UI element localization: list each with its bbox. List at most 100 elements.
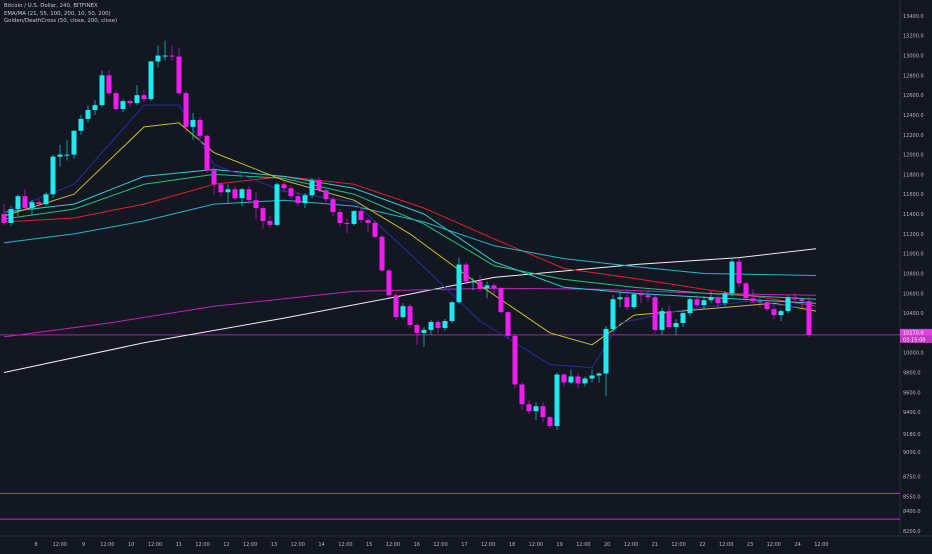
candle-body[interactable] bbox=[666, 311, 672, 327]
candle-body[interactable] bbox=[484, 285, 490, 289]
candle-body[interactable] bbox=[22, 196, 28, 209]
candle-body[interactable] bbox=[540, 406, 546, 418]
candle-body[interactable] bbox=[750, 298, 756, 302]
candle-body[interactable] bbox=[470, 281, 476, 283]
candle-body[interactable] bbox=[36, 202, 42, 205]
candle-body[interactable] bbox=[169, 55, 175, 57]
candle-body[interactable] bbox=[610, 299, 616, 329]
candle-body[interactable] bbox=[71, 130, 77, 155]
candle-body[interactable] bbox=[722, 293, 728, 304]
candle-body[interactable] bbox=[302, 195, 308, 204]
candle-body[interactable] bbox=[99, 75, 105, 106]
candle-body[interactable] bbox=[351, 211, 357, 224]
candle-body[interactable] bbox=[134, 95, 140, 104]
candle-body[interactable] bbox=[267, 220, 273, 225]
candle-body[interactable] bbox=[505, 312, 511, 336]
candle-body[interactable] bbox=[421, 329, 427, 333]
candle-body[interactable] bbox=[288, 188, 294, 197]
candle-body[interactable] bbox=[792, 297, 798, 300]
candle-body[interactable] bbox=[596, 373, 602, 376]
candle-body[interactable] bbox=[323, 190, 329, 200]
candle-body[interactable] bbox=[659, 311, 665, 330]
candle-body[interactable] bbox=[477, 281, 483, 289]
candle-body[interactable] bbox=[197, 119, 203, 136]
candle-body[interactable] bbox=[393, 295, 399, 318]
candle-body[interactable] bbox=[652, 297, 658, 330]
candle-body[interactable] bbox=[757, 301, 763, 303]
candle-body[interactable] bbox=[743, 283, 749, 299]
candle-body[interactable] bbox=[92, 105, 98, 111]
candle-body[interactable] bbox=[701, 300, 707, 306]
candle-body[interactable] bbox=[785, 297, 791, 312]
candle-body[interactable] bbox=[232, 189, 238, 199]
candle-body[interactable] bbox=[407, 306, 413, 325]
candle-body[interactable] bbox=[309, 180, 315, 196]
candle-body[interactable] bbox=[365, 219, 371, 223]
candle-body[interactable] bbox=[218, 184, 224, 193]
candle-body[interactable] bbox=[498, 288, 504, 313]
candle-body[interactable] bbox=[400, 306, 406, 318]
candle-body[interactable] bbox=[729, 261, 735, 294]
candle-body[interactable] bbox=[57, 154, 63, 157]
candle-body[interactable] bbox=[225, 189, 231, 193]
candle-body[interactable] bbox=[547, 417, 553, 427]
current-price-badge[interactable] bbox=[900, 328, 932, 336]
candle-body[interactable] bbox=[428, 322, 434, 330]
candle-body[interactable] bbox=[141, 95, 147, 100]
candle-body[interactable] bbox=[120, 101, 126, 110]
candle-body[interactable] bbox=[778, 311, 784, 316]
candle-body[interactable] bbox=[589, 375, 595, 379]
candle-body[interactable] bbox=[358, 211, 364, 220]
candle-body[interactable] bbox=[295, 196, 301, 204]
candle-body[interactable] bbox=[64, 154, 70, 156]
candle-body[interactable] bbox=[50, 156, 56, 195]
candle-body[interactable] bbox=[442, 321, 448, 328]
candle-body[interactable] bbox=[533, 406, 539, 412]
candle-body[interactable] bbox=[106, 75, 112, 94]
candle-body[interactable] bbox=[113, 93, 119, 110]
candle-body[interactable] bbox=[8, 209, 14, 223]
candle-body[interactable] bbox=[575, 376, 581, 384]
candle-body[interactable] bbox=[246, 189, 252, 201]
candle-body[interactable] bbox=[582, 378, 588, 384]
candle-body[interactable] bbox=[561, 374, 567, 383]
candle-body[interactable] bbox=[127, 101, 133, 104]
legend-cross-indicator[interactable]: Golden/DeathCross (50, close, 200, close… bbox=[4, 18, 118, 25]
candle-body[interactable] bbox=[512, 335, 518, 385]
candle-body[interactable] bbox=[708, 297, 714, 301]
candle-body[interactable] bbox=[1, 214, 7, 223]
candle-body[interactable] bbox=[190, 119, 196, 127]
price-axis[interactable] bbox=[900, 0, 932, 550]
candle-body[interactable] bbox=[645, 295, 651, 298]
candle-body[interactable] bbox=[316, 180, 322, 191]
candle-body[interactable] bbox=[435, 322, 441, 328]
candle-body[interactable] bbox=[176, 56, 182, 94]
candle-body[interactable] bbox=[456, 264, 462, 303]
candle-body[interactable] bbox=[379, 236, 385, 271]
candle-body[interactable] bbox=[463, 264, 469, 282]
candle-body[interactable] bbox=[344, 222, 350, 224]
candle-body[interactable] bbox=[204, 135, 210, 171]
candle-body[interactable] bbox=[568, 376, 574, 383]
candle-body[interactable] bbox=[155, 55, 161, 62]
candle-body[interactable] bbox=[337, 212, 343, 223]
candle-body[interactable] bbox=[526, 404, 532, 412]
candle-body[interactable] bbox=[372, 222, 378, 237]
candle-body[interactable] bbox=[253, 200, 259, 209]
candle-body[interactable] bbox=[603, 328, 609, 374]
candle-body[interactable] bbox=[715, 297, 721, 304]
candle-body[interactable] bbox=[638, 294, 644, 296]
candle-body[interactable] bbox=[162, 55, 168, 57]
candle-body[interactable] bbox=[183, 93, 189, 127]
candle-body[interactable] bbox=[78, 118, 84, 131]
candle-body[interactable] bbox=[687, 299, 693, 314]
candle-body[interactable] bbox=[29, 202, 35, 209]
candle-body[interactable] bbox=[211, 170, 217, 185]
candle-body[interactable] bbox=[386, 270, 392, 296]
candle-body[interactable] bbox=[631, 294, 637, 308]
candle-body[interactable] bbox=[274, 184, 280, 225]
candle-body[interactable] bbox=[799, 299, 805, 302]
candle-body[interactable] bbox=[281, 184, 287, 189]
legend-ema-indicator[interactable]: EMA/MA (21, 55, 100, 200, 10, 50, 200) bbox=[4, 10, 111, 17]
